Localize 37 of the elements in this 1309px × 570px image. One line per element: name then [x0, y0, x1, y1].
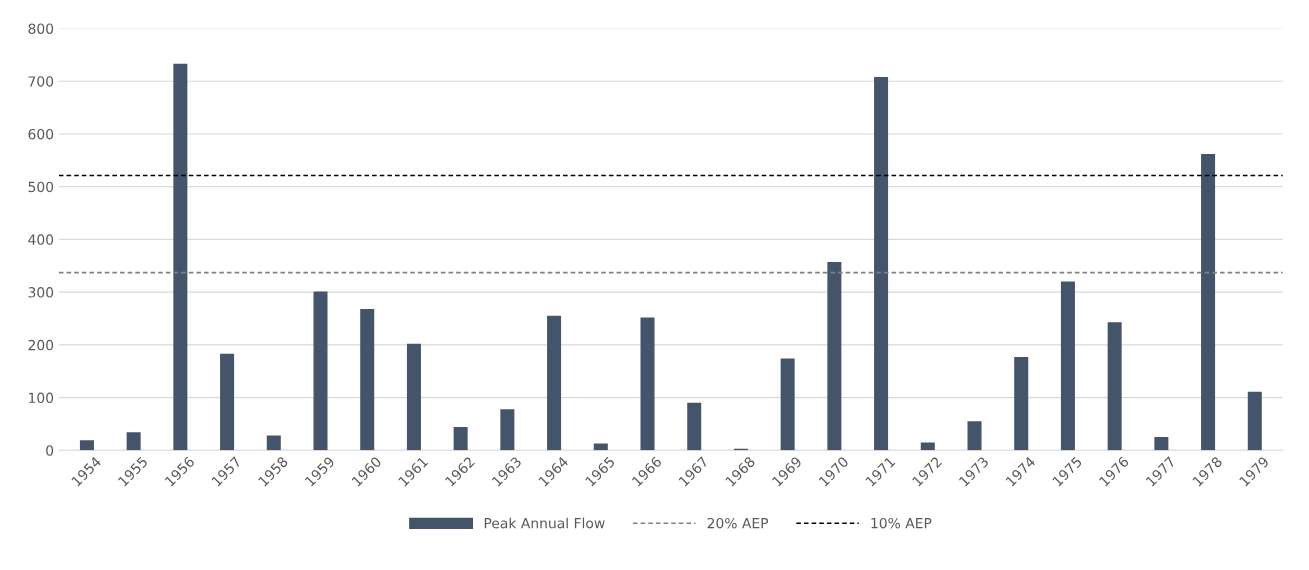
- bar: [1154, 437, 1169, 451]
- bar: [640, 317, 655, 451]
- bar: [1247, 391, 1262, 451]
- bar: [827, 262, 842, 451]
- bar: [500, 409, 515, 451]
- y-tick-label: 0: [46, 445, 54, 456]
- bar: [1201, 153, 1216, 451]
- y-tick-label: 100: [29, 392, 54, 404]
- bar: [593, 443, 608, 451]
- bar: [79, 440, 94, 451]
- bar: [1107, 322, 1122, 451]
- legend-label: 10% AEP: [871, 517, 932, 529]
- bar: [453, 427, 468, 451]
- y-tick-label: 600: [28, 128, 54, 140]
- y-tick-label: 700: [28, 76, 54, 87]
- bar: [1060, 281, 1075, 451]
- legend-label: Peak Annual Flow: [484, 517, 605, 529]
- bar: [406, 343, 421, 451]
- bar: [126, 432, 141, 451]
- y-tick-label: 500: [28, 181, 54, 193]
- y-tick-label: 400: [28, 234, 54, 245]
- bar: [920, 442, 935, 451]
- bar: [874, 77, 889, 451]
- bar: [687, 402, 702, 451]
- bar: [547, 315, 562, 451]
- bar: [173, 63, 188, 451]
- bar: [313, 291, 328, 451]
- bar: [780, 358, 795, 451]
- bar: [1014, 356, 1029, 451]
- y-tick-label: 800: [28, 23, 54, 34]
- bar: [360, 309, 375, 451]
- bar: [967, 421, 982, 451]
- bar: [266, 435, 281, 451]
- legend-label: 20% AEP: [707, 517, 769, 529]
- bar: [220, 353, 235, 451]
- y-tick-label: 200: [28, 339, 54, 351]
- y-tick-label: 300: [28, 287, 54, 298]
